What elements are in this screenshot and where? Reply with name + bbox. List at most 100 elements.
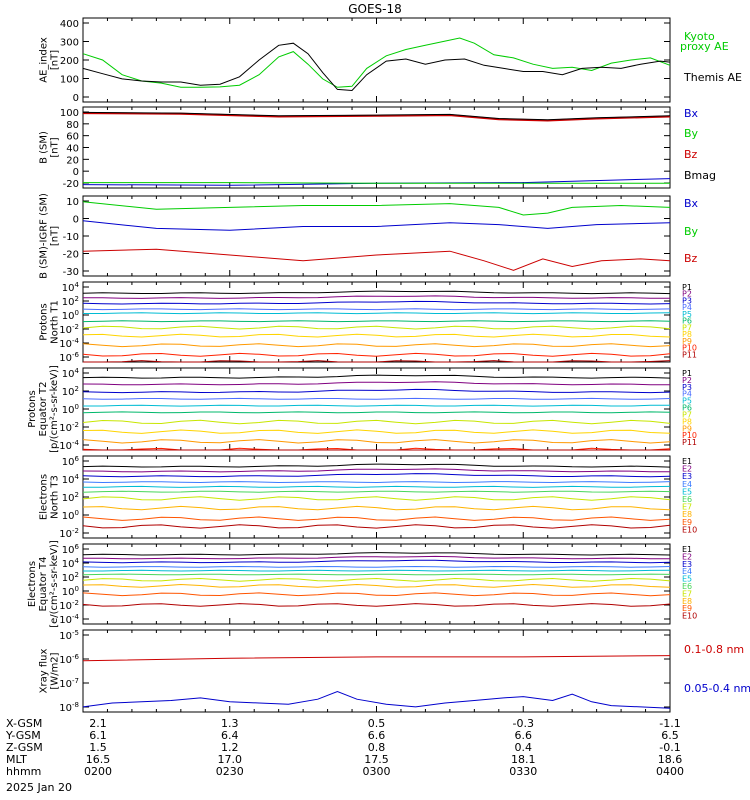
channel-line-6 [82,490,671,493]
orbit-value: 2.1 [89,717,107,730]
y-tick-label: 0 [73,93,79,104]
orbit-value: 1.5 [89,741,107,754]
y-tick-label: 10-7 [59,677,79,690]
legend-entry: P8 [682,330,692,339]
legend-entry: P11 [682,438,697,447]
panel-legend: Bx By Bz Bmag [684,107,716,182]
channel-line-1 [82,290,671,295]
y-tick-label: 200 [60,56,79,67]
channel-line-6 [82,573,671,576]
legend-entry: Bmag [684,169,716,182]
legend-entry: E6 [682,495,692,504]
legend-entry: E5 [682,487,692,496]
y-tick-label: 104 [62,557,80,570]
y-axis-label: [p/(cm²-s-sr-keV)] [49,365,60,453]
orbit-row-label: X-GSM [6,717,42,730]
y-tick-label: 300 [60,38,79,49]
y-axis-label: [nT] [50,50,61,70]
panel-legend: 0.1-0.8 nm 0.05-0.4 nm [684,643,750,695]
orbit-value: -0.3 [513,717,534,730]
orbit-value: 0230 [216,765,244,778]
channel-line-2 [83,295,670,299]
legend-entry: E3 [682,472,692,481]
y-axis-label: Equator T2 [38,382,49,437]
y-tick-label: -20 [63,250,79,261]
orbit-value: 1.3 [221,717,239,730]
series-line-by [82,201,671,216]
channel-line-4 [82,565,671,568]
panel-frame [82,367,671,451]
y-axis-label: North T1 [50,300,61,344]
channel-line-5 [83,404,671,407]
legend-entry: P9 [682,424,692,433]
legend-entry: P6 [682,317,692,326]
channel-line-10 [82,524,671,529]
y-tick-label: 100 [62,403,79,416]
series-line-bx [82,220,671,231]
legend-entry: E6 [682,582,692,591]
y-axis-label: B (SM)-IGRF (SM) [39,193,50,279]
channel-line-5 [83,569,671,572]
legend-entry: P11 [682,350,697,359]
y-tick-label: 10-8 [59,701,79,714]
panel-frame [82,195,671,277]
y-axis-label: [nT] [50,137,61,157]
legend-entry: P5 [682,310,692,319]
y-tick-label: 40 [66,144,79,155]
y-tick-label: -20 [63,179,79,190]
legend-entry: P2 [682,290,692,299]
y-tick-label: 10 [66,197,79,208]
legend-entry: P5 [682,397,692,406]
series-line-by [83,182,670,184]
y-axis-label: AE_index [39,37,50,83]
orbit-value: 0330 [509,765,537,778]
legend-entry: P3 [682,296,692,305]
y-tick-label: 100 [60,75,79,86]
y-tick-label: 100 [62,585,79,598]
y-tick-label: -30 [63,267,79,278]
legend-entry: By [684,225,699,238]
legend-entry: By [684,127,699,140]
y-tick-label: 80 [66,120,79,131]
legend-entry: proxy AE [680,40,729,53]
y-tick-label: 100 [60,108,79,119]
y-axis-label: [nT] [50,226,61,246]
y-tick-label: 100 [62,309,79,322]
channel-line-8 [82,583,671,588]
y-tick-label: 104 [62,473,80,486]
legend-entry: P2 [682,376,692,385]
legend-entry: E8 [682,597,692,606]
y-axis-label: Equator T4 [38,557,49,612]
orbit-value: -0.1 [659,741,680,754]
legend-entry: E1 [682,457,692,466]
channel-line-10 [82,603,671,607]
y-tick-label: 10-5 [59,629,79,642]
orbit-row-label: hhmm [6,765,41,778]
legend-entry: P1 [682,283,692,292]
y-tick-label: 10-4 [59,613,79,626]
series-line-0-1-0-8-nm [82,655,671,662]
channel-line-1 [82,552,671,556]
legend-entry: E10 [682,612,697,621]
channel-line-8 [82,429,671,434]
y-tick-label: 60 [66,132,79,143]
orbit-value: 6.5 [661,729,679,742]
legend-entry: E9 [682,518,692,527]
channel-line-4 [82,308,671,311]
y-tick-label: 400 [60,19,79,30]
legend-entry: P6 [682,404,692,413]
legend-entry: P7 [682,410,692,419]
legend-entry: Kyoto [684,30,715,43]
channel-line-2 [83,555,671,560]
legend-entry: E9 [682,604,692,613]
y-axis-label: Protons [39,303,50,340]
orbit-row-label: MLT [6,753,27,766]
legend-entry: E4 [682,567,692,576]
